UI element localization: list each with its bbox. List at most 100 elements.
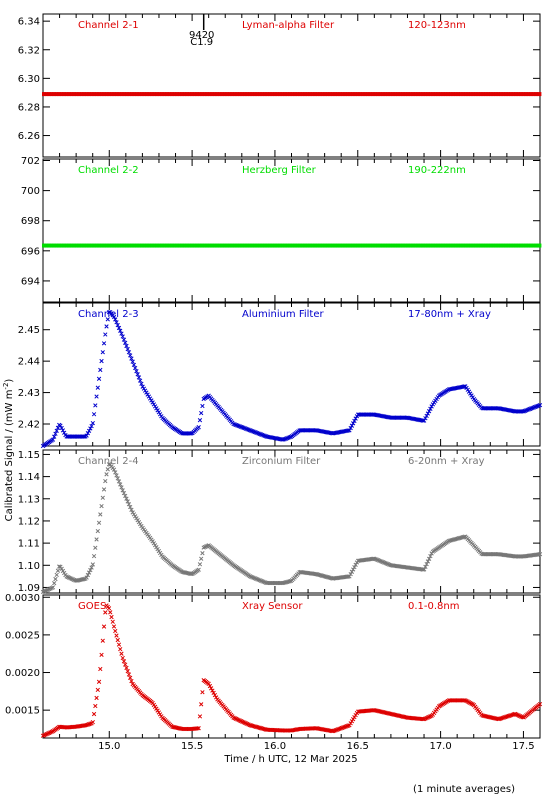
data-point [420,243,424,248]
data-point [189,92,193,97]
data-point [480,92,484,97]
data-point [329,92,332,97]
data-point [113,243,116,248]
data-point [502,243,505,248]
data-point [271,243,274,248]
data-point [96,243,100,248]
data-point [475,92,479,97]
data-point [309,92,313,97]
data-point [349,243,352,248]
data-point [56,243,60,248]
data-point [374,243,377,248]
data-point [115,92,118,97]
data-point [196,243,199,248]
data-point [336,243,339,248]
data-point [136,92,140,97]
data-point [48,92,52,97]
data-point [352,715,357,720]
data-point [274,243,278,248]
data-point [236,92,239,97]
data-point [376,92,379,97]
data-point [193,92,196,97]
data-point [214,243,218,248]
data-point [151,92,155,97]
data-point [90,420,95,426]
data-point [191,243,194,248]
data-point [197,714,203,719]
y-tick-label: 0.0025 [5,630,40,641]
data-point [123,493,128,499]
data-point [406,92,409,97]
data-point [146,394,152,399]
data-point [103,610,108,615]
data-point [415,243,419,248]
data-point [84,575,89,580]
data-point [61,92,65,97]
data-point [409,243,412,248]
data-point [66,243,70,248]
data-point [108,92,111,97]
data-point [130,359,135,364]
data-point [88,721,93,726]
data-point [454,92,457,97]
data-point [259,243,263,248]
data-point [283,92,286,97]
data-point [499,243,502,248]
data-point [197,562,203,567]
data-point [504,243,507,248]
data-point [184,243,188,248]
x-tick-label: 17.5 [512,741,534,752]
data-point [186,92,190,97]
data-point [273,243,276,248]
data-point [150,92,153,97]
data-point [241,92,244,97]
data-point [351,243,354,248]
data-point [94,394,99,399]
data-point [484,92,487,97]
panel-3: 2.42 2.43 2.44 2.45 Channel 2-3 Aluminium Fil… [18,302,543,449]
data-point [490,243,494,248]
data-point [206,243,209,248]
data-point [45,92,48,97]
data-point [264,243,268,248]
data-point [324,92,327,97]
data-point [314,92,318,97]
data-point [492,243,495,248]
data-point [419,243,422,248]
data-point [500,243,504,248]
data-point [150,400,155,405]
data-point [129,356,134,361]
y-tick-label: 1.13 [18,494,40,505]
data-point [158,243,161,248]
data-point [86,92,90,97]
data-point [341,92,344,97]
data-point [128,353,133,358]
data-point [100,350,105,355]
data-point [326,92,329,97]
data-point [70,243,73,248]
data-point [116,325,122,331]
data-point [490,92,494,97]
data-point [455,92,459,97]
data-point [409,92,412,97]
data-point [68,92,71,97]
data-point [246,92,249,97]
data-point [472,92,475,97]
data-point [116,479,122,484]
data-point [507,243,510,248]
data-point [535,243,539,248]
data-point [125,92,128,97]
data-point [128,92,131,97]
data-point [349,423,355,428]
data-point [515,243,519,248]
data-point [93,703,98,709]
data-point [411,92,414,97]
data-point [91,711,97,717]
data-point [361,243,364,248]
data-point [485,92,489,97]
data-point [90,719,95,725]
data-point [357,92,361,97]
data-point [81,576,87,582]
panel-frame [42,449,541,594]
data-point [399,92,402,97]
